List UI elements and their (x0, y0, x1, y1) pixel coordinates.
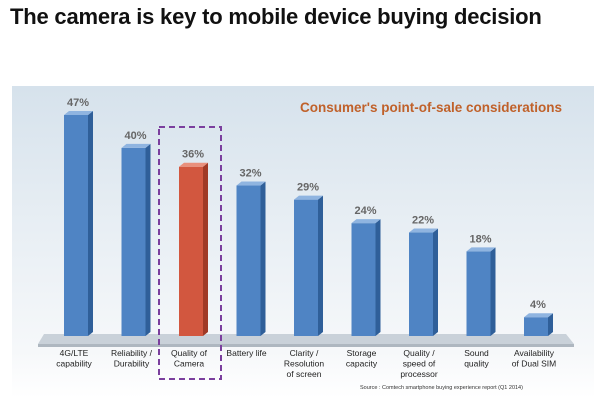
bar-4 (236, 181, 266, 336)
bar-side (88, 111, 93, 336)
bar-8 (466, 247, 496, 336)
bar-side (490, 247, 496, 336)
bar-side (260, 181, 266, 336)
bar-side (145, 143, 151, 336)
bar-front (64, 115, 88, 336)
category-label-9: Availability of Dual SIM (512, 348, 556, 369)
bar-side (548, 313, 553, 336)
value-label-4: 32% (239, 168, 261, 180)
value-label-9: 4% (530, 299, 546, 311)
bar-top (179, 162, 208, 167)
category-label-5: Clarity / Resolution of screen (284, 348, 324, 379)
bar-6 (351, 219, 381, 336)
bar-side (375, 219, 381, 336)
bar-top (236, 181, 266, 186)
chart-floor-edge (38, 344, 574, 347)
category-label-7: Quality / speed of processor (400, 348, 437, 379)
value-label-1: 47% (67, 97, 89, 109)
bar-front (294, 199, 318, 336)
bar-front (236, 185, 261, 336)
bar-front (351, 223, 376, 336)
bar-2 (121, 143, 151, 336)
bar-7 (409, 228, 438, 336)
bar-9 (524, 313, 553, 336)
slide-title: The camera is key to mobile device buyin… (10, 4, 542, 29)
bar-front (524, 317, 548, 336)
category-label-4: Battery life (226, 348, 266, 358)
bar-front (121, 147, 146, 336)
category-label-2: Reliability / Durability (111, 348, 153, 369)
bar-side (318, 195, 323, 336)
bar-top (409, 228, 438, 233)
value-label-8: 18% (469, 233, 491, 245)
value-label-3: 36% (182, 149, 204, 161)
category-label-6: Storage capacity (346, 348, 378, 369)
bar-side (203, 162, 208, 336)
category-label-1: 4G/LTE capability (56, 348, 92, 369)
category-label-3: Quality of Camera (171, 348, 208, 369)
bar-front (466, 251, 491, 336)
bar-1 (64, 111, 93, 336)
value-label-7: 22% (412, 215, 434, 227)
source-note: Source : Comtech smartphone buying exper… (360, 385, 523, 391)
bar-top (294, 195, 323, 200)
bar-top (64, 111, 93, 115)
bar-top (466, 247, 496, 252)
value-label-5: 29% (297, 182, 319, 194)
category-label-8: Sound quality (464, 348, 489, 369)
bar-top (351, 219, 381, 224)
highlight-box (158, 126, 222, 380)
value-label-6: 24% (354, 205, 376, 217)
chart-floor (38, 334, 574, 344)
bar-top (121, 143, 151, 148)
chart-title: Consumer's point-of-sale considerations (300, 100, 562, 115)
bar-side (433, 228, 438, 336)
bar-3 (179, 162, 208, 336)
bar-front (179, 166, 203, 336)
bar-5 (294, 195, 323, 336)
value-label-2: 40% (124, 130, 146, 142)
bar-front (409, 232, 433, 336)
bar-top (524, 313, 553, 318)
